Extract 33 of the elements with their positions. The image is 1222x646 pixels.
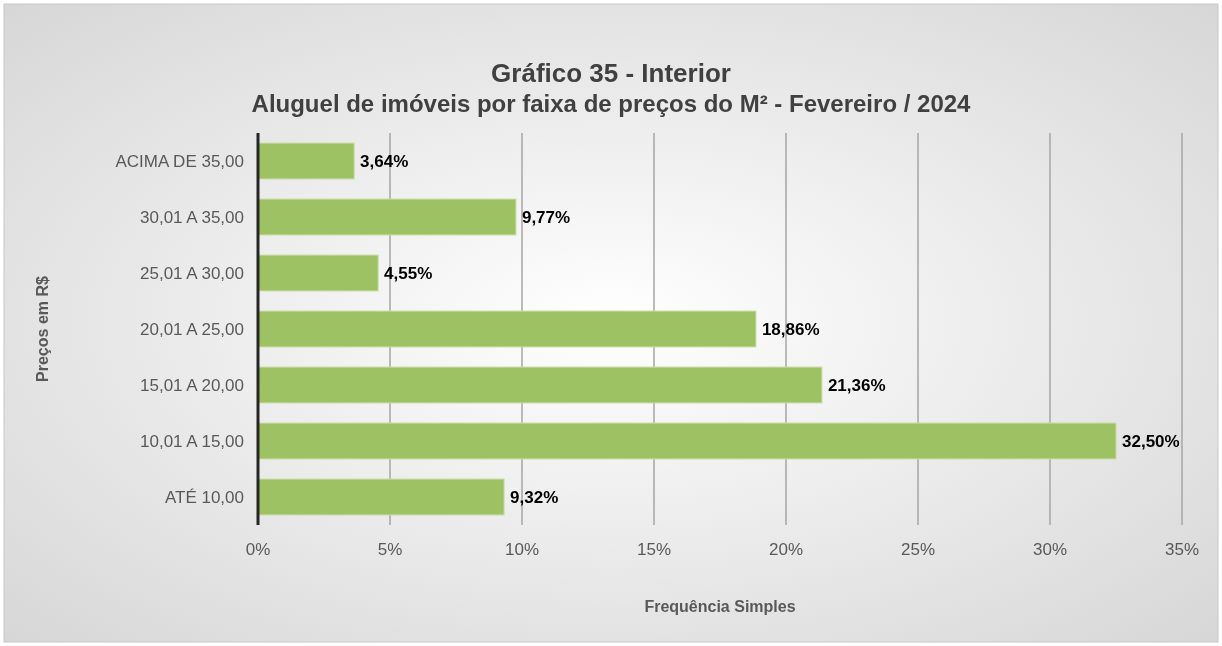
x-tick-label: 25% <box>900 540 936 559</box>
y-tick-label: 25,01 A 30,00 <box>140 263 244 283</box>
y-tick-label: 30,01 A 35,00 <box>140 207 244 227</box>
y-tick-label: ACIMA DE 35,00 <box>115 151 244 171</box>
y-tick-label: ATÉ 10,00 <box>164 487 244 507</box>
data-label: 9,32% <box>510 487 559 507</box>
y-tick-label: 10,01 A 15,00 <box>140 431 244 451</box>
data-label: 32,50% <box>1122 431 1180 451</box>
x-tick-label: 35% <box>1164 540 1200 559</box>
x-tick-label: 15% <box>636 540 672 559</box>
chart-title: Gráfico 35 - Interior <box>491 58 731 88</box>
bar <box>257 310 757 348</box>
y-axis-title: Preços em R$ <box>34 275 51 382</box>
bar <box>257 142 355 180</box>
x-axis-title: Frequência Simples <box>644 598 796 615</box>
bar <box>257 254 379 292</box>
chart-subtitle: Aluguel de imóveis por faixa de preços do M² - Fevereiro / 2024 <box>251 90 972 117</box>
bar <box>257 366 823 404</box>
bar <box>257 478 505 516</box>
x-tick-label: 10% <box>504 540 540 559</box>
data-label: 4,55% <box>384 263 433 283</box>
x-tick-label: 30% <box>1032 540 1068 559</box>
data-label: 18,86% <box>761 319 820 339</box>
x-tick-label: 5% <box>377 540 403 559</box>
data-label: 21,36% <box>827 375 886 395</box>
x-tick-label: 0% <box>245 540 271 559</box>
data-label: 3,64% <box>360 151 409 171</box>
data-label: 9,77% <box>521 207 571 227</box>
y-tick-label: 20,01 A 25,00 <box>140 319 244 339</box>
bar <box>257 422 1117 460</box>
x-tick-label: 20% <box>768 540 804 559</box>
y-tick-label: 15,01 A 20,00 <box>140 375 244 395</box>
bar <box>257 198 517 236</box>
